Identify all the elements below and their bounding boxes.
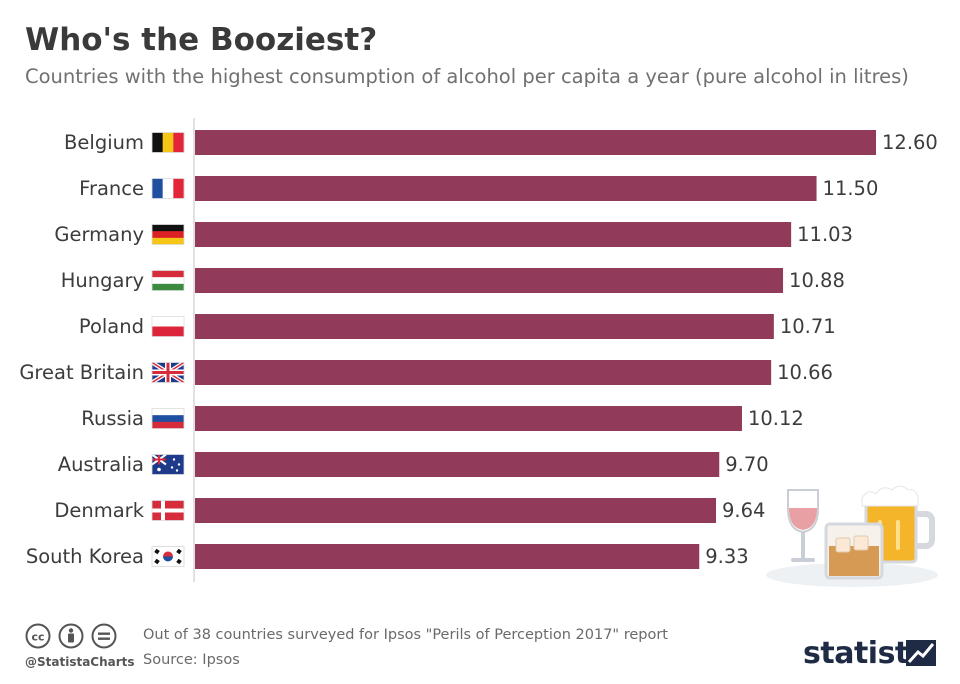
category-label-hungary: Hungary bbox=[61, 269, 144, 292]
statista-handle: @StatistaCharts bbox=[25, 655, 135, 669]
drinks-illustration-icon bbox=[766, 485, 938, 587]
bar-france bbox=[195, 176, 817, 201]
value-label-south-korea: 9.33 bbox=[705, 545, 748, 568]
value-label-germany: 11.03 bbox=[797, 223, 853, 246]
value-label-belgium: 12.60 bbox=[882, 131, 938, 154]
bar-south-korea bbox=[195, 544, 700, 569]
category-label-belgium: Belgium bbox=[64, 131, 144, 154]
bar-hungary bbox=[195, 268, 784, 293]
south-korea-flag-icon bbox=[151, 546, 185, 567]
category-label-france: France bbox=[79, 177, 144, 200]
value-label-australia: 9.70 bbox=[725, 453, 768, 476]
value-label-hungary: 10.88 bbox=[789, 269, 845, 292]
statista-logo-mark-icon bbox=[906, 640, 936, 666]
great-britain-flag-icon bbox=[150, 360, 186, 385]
value-label-russia: 10.12 bbox=[748, 407, 804, 430]
france-flag-icon bbox=[151, 178, 185, 199]
australia-flag-icon bbox=[151, 453, 185, 475]
bar-germany bbox=[195, 222, 792, 247]
category-label-denmark: Denmark bbox=[54, 499, 144, 522]
category-label-great-britain: Great Britain bbox=[19, 361, 144, 384]
bar-belgium bbox=[195, 130, 876, 155]
value-label-denmark: 9.64 bbox=[722, 499, 765, 522]
value-label-great-britain: 10.66 bbox=[777, 361, 833, 384]
footer-note: Out of 38 countries surveyed for Ipsos "… bbox=[143, 627, 668, 643]
bar-great-britain bbox=[195, 360, 772, 385]
creative-commons-icons: cc bbox=[25, 623, 117, 649]
bar-russia bbox=[195, 406, 742, 431]
poland-flag-icon bbox=[151, 316, 185, 337]
germany-flag-icon bbox=[151, 224, 185, 245]
category-label-south-korea: South Korea bbox=[26, 545, 144, 568]
chart-subtitle: Countries with the highest consumption o… bbox=[25, 65, 909, 88]
category-label-australia: Australia bbox=[58, 453, 144, 476]
bar-poland bbox=[195, 314, 774, 339]
bar-chart: Belgium 12.60 France 11.50 Germany 11.03 Hunga… bbox=[19, 118, 938, 582]
chart-title: Who's the Booziest? bbox=[25, 22, 378, 58]
belgium-flag-icon bbox=[151, 132, 185, 153]
hungary-flag-icon bbox=[151, 270, 185, 291]
russia-flag-icon bbox=[151, 408, 185, 429]
value-label-poland: 10.71 bbox=[780, 315, 836, 338]
bar-denmark bbox=[195, 498, 717, 523]
bar-australia bbox=[195, 452, 720, 477]
category-label-poland: Poland bbox=[79, 315, 144, 338]
value-label-france: 11.50 bbox=[823, 177, 879, 200]
category-label-germany: Germany bbox=[54, 223, 144, 246]
footer-source: Source: Ipsos bbox=[143, 652, 240, 668]
category-label-russia: Russia bbox=[81, 407, 144, 430]
svg-text:cc: cc bbox=[31, 631, 44, 644]
denmark-flag-icon bbox=[151, 500, 185, 521]
